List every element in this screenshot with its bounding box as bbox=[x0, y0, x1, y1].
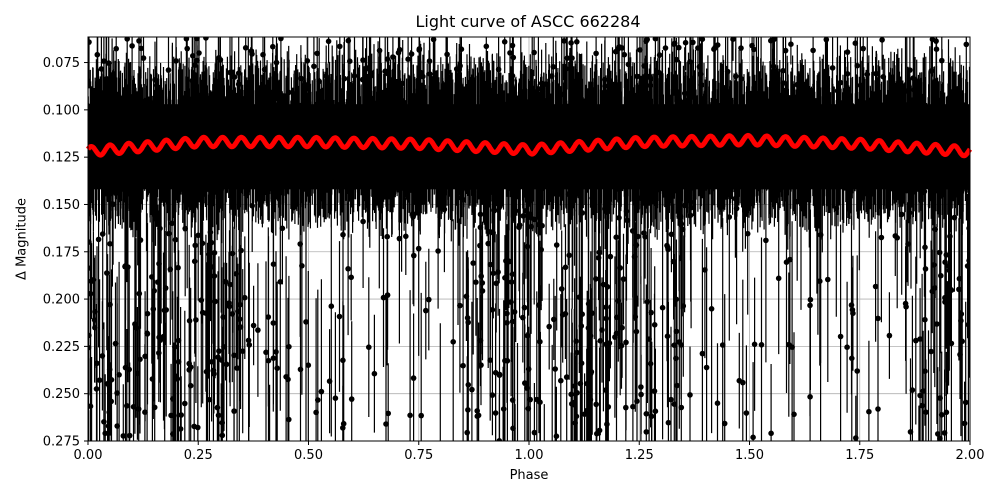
x-tick-label: 2.00 bbox=[956, 448, 985, 463]
y-tick-label: 0.150 bbox=[43, 198, 80, 213]
x-tick-label: 0.50 bbox=[294, 448, 323, 463]
x-tick-label: 0.75 bbox=[404, 448, 433, 463]
x-tick-label: 1.50 bbox=[735, 448, 764, 463]
x-tick-label: 0.25 bbox=[184, 448, 213, 463]
y-tick-label: 0.275 bbox=[43, 435, 80, 450]
y-tick-label: 0.175 bbox=[43, 245, 80, 260]
model-fit-line bbox=[85, 132, 973, 159]
chart-title: Light curve of ASCC 662284 bbox=[415, 12, 641, 31]
x-tick-label: 1.00 bbox=[515, 448, 544, 463]
y-tick-label: 0.225 bbox=[43, 340, 80, 355]
x-axis-ticks: 0.00 0.25 0.50 0.75 1.00 1.25 1.50 1.75 2.00 bbox=[74, 441, 985, 463]
x-tick-label: 1.25 bbox=[625, 448, 654, 463]
x-tick-label: 0.00 bbox=[74, 448, 103, 463]
x-axis-label: Phase bbox=[509, 468, 549, 483]
y-tick-label: 0.125 bbox=[43, 151, 80, 166]
y-tick-label: 0.200 bbox=[43, 293, 80, 308]
y-tick-label: 0.075 bbox=[43, 56, 80, 71]
data-points bbox=[88, 37, 970, 441]
x-tick-label: 1.75 bbox=[845, 448, 874, 463]
y-tick-label: 0.250 bbox=[43, 387, 80, 402]
y-axis-ticks: 0.075 0.100 0.125 0.150 0.175 0.200 0.225 0.250… bbox=[43, 56, 88, 450]
y-tick-label: 0.100 bbox=[43, 103, 80, 118]
